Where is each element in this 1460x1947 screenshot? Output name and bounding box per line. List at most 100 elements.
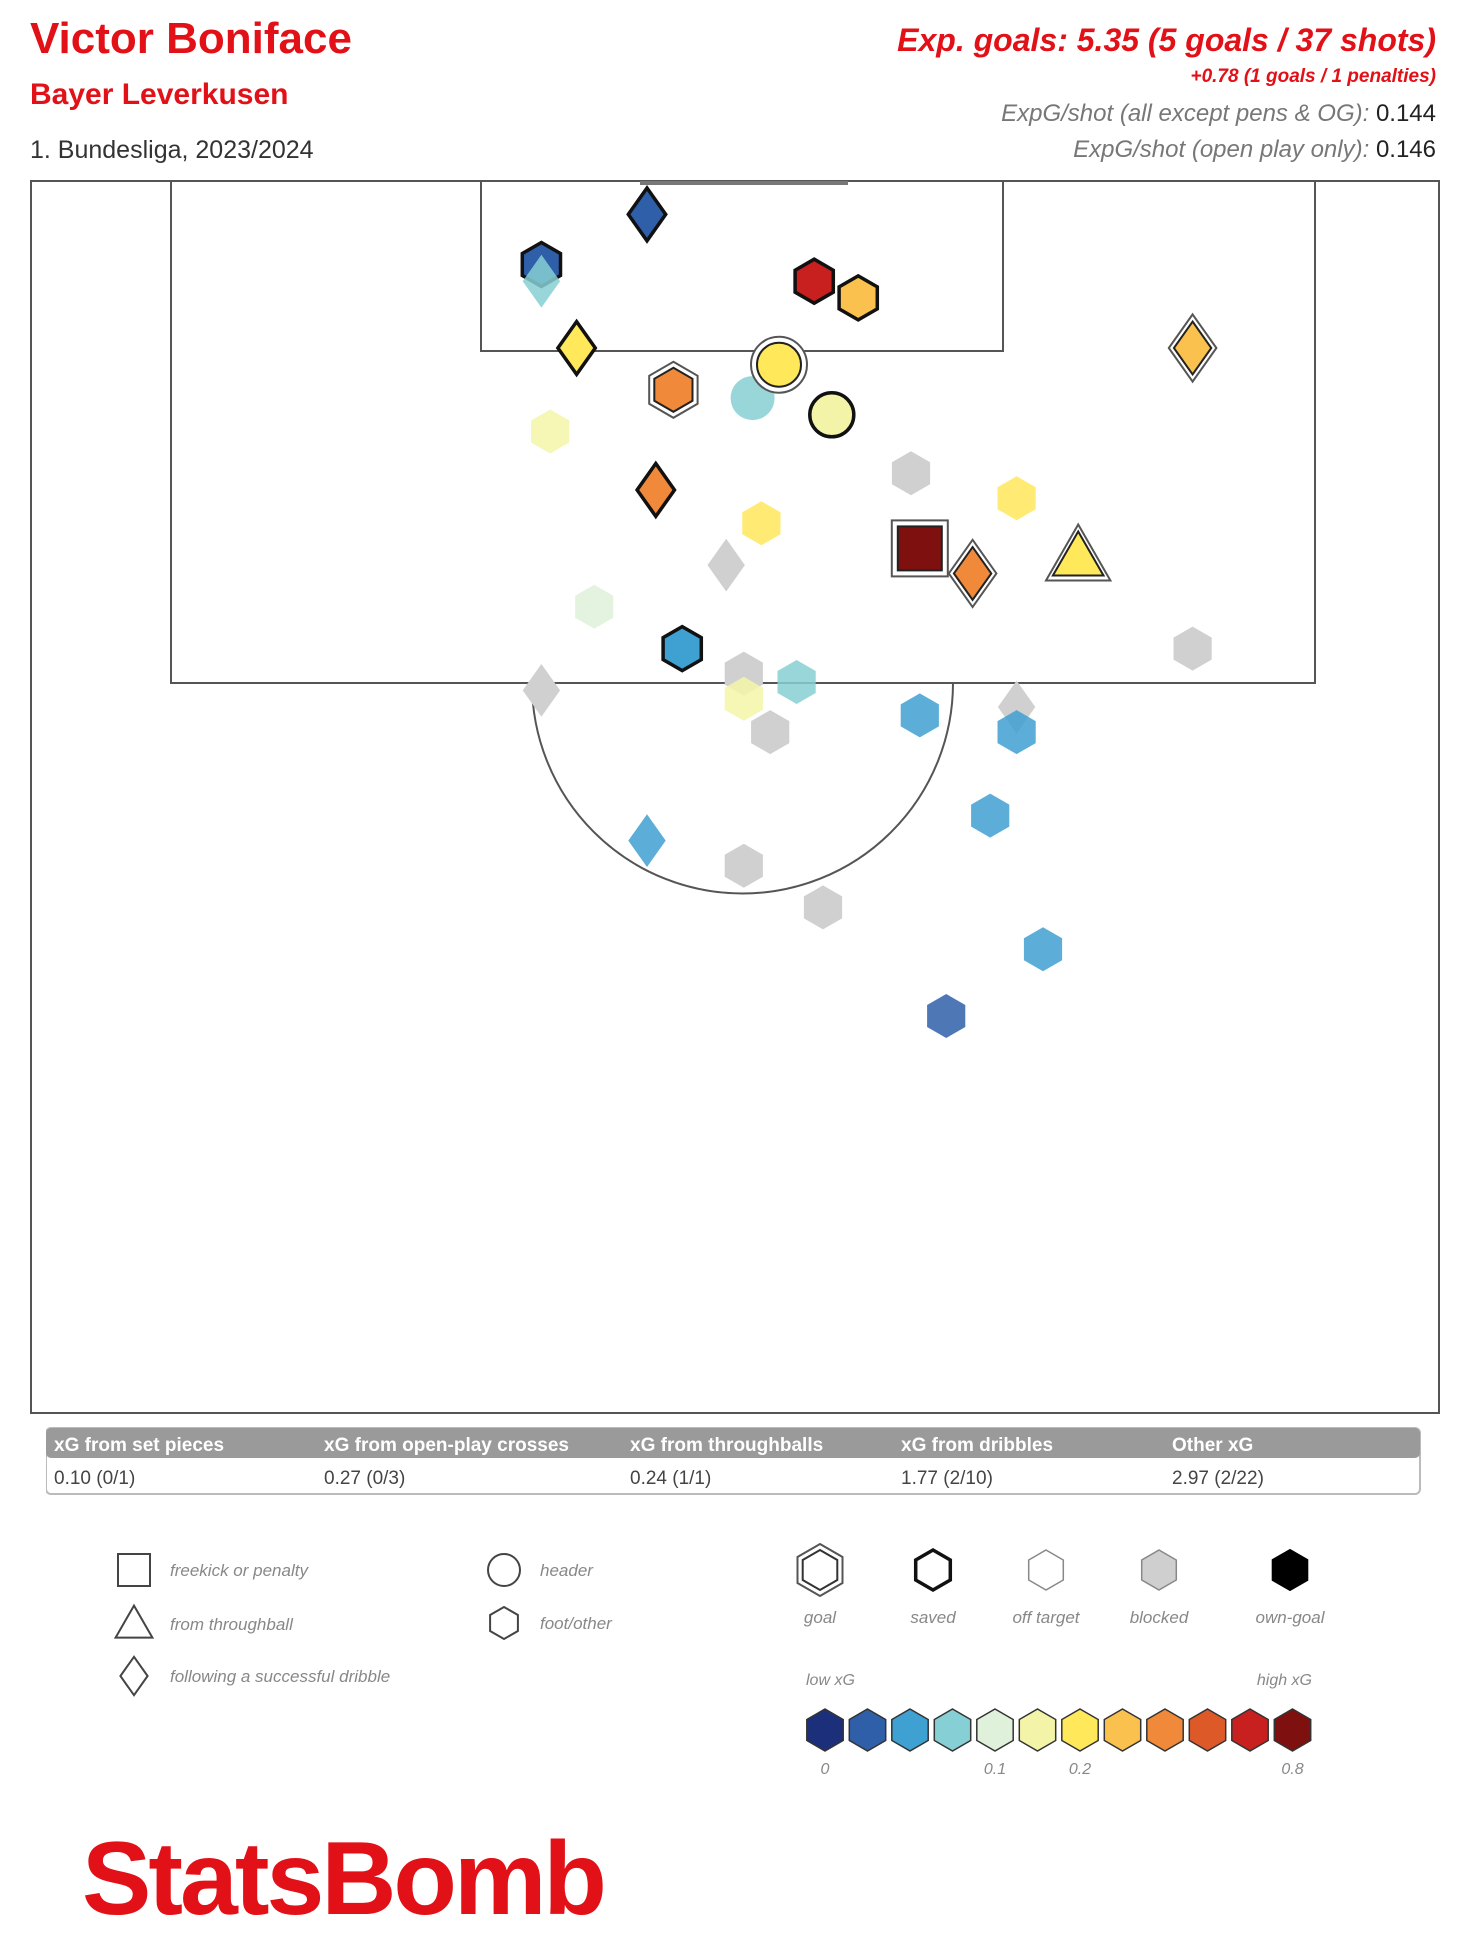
legend-square-icon bbox=[117, 1553, 151, 1587]
penalties-line: +0.78 (1 goals / 1 penalties) bbox=[1190, 66, 1436, 87]
shot-goal bbox=[1051, 529, 1106, 577]
summary-value-4: 2.97 (2/22) bbox=[1172, 1468, 1264, 1489]
shot-off_target bbox=[900, 693, 939, 738]
legend-xg-scale: low xG high xG 0 0.1 0.2 0.8 bbox=[806, 1672, 1312, 1778]
xg-scale-swatch bbox=[976, 1708, 1014, 1752]
legend-shape-label: freekick or penalty bbox=[170, 1561, 309, 1580]
shot-marker bbox=[890, 519, 949, 578]
shot-off_target bbox=[742, 501, 781, 546]
legend-outcome-label: off target bbox=[1012, 1608, 1080, 1627]
shot-marker bbox=[971, 793, 1010, 838]
xg-scale-swatch bbox=[1061, 1708, 1099, 1752]
shot-marker bbox=[531, 409, 570, 454]
legend-outcome-label: blocked bbox=[1130, 1608, 1189, 1627]
penalty-arc bbox=[531, 682, 954, 895]
shot-marker bbox=[628, 814, 666, 868]
xg-scale-tick-label: 0 bbox=[821, 1761, 830, 1778]
shot-off_target bbox=[522, 254, 561, 308]
shot-blocked bbox=[803, 885, 843, 930]
shot-off_target bbox=[1023, 927, 1063, 972]
summary-value-0: 0.10 (0/1) bbox=[54, 1468, 135, 1489]
shot-marker bbox=[555, 318, 598, 378]
legend-hex-icon bbox=[489, 1605, 519, 1641]
shot-marker bbox=[742, 501, 781, 546]
shot-goal bbox=[896, 525, 943, 572]
legend-circle-icon bbox=[487, 1553, 521, 1587]
xg-scale-swatch bbox=[1231, 1708, 1269, 1752]
summary-value-2: 0.24 (1/1) bbox=[630, 1468, 711, 1489]
shot-marker bbox=[803, 885, 843, 930]
xg-scale-swatch bbox=[1018, 1708, 1057, 1752]
xg-scale-low-label: low xG bbox=[806, 1672, 855, 1689]
shot-marker bbox=[793, 257, 836, 306]
xg-scale-swatch bbox=[848, 1708, 887, 1752]
legend-outcome-3-icon bbox=[1140, 1549, 1178, 1591]
shot-marker bbox=[707, 538, 745, 592]
legend-shape-label: following a successful dribble bbox=[170, 1667, 390, 1686]
xg-per-shot-all: ExpG/shot (all except pens & OG): 0.144 bbox=[1001, 100, 1436, 128]
summary-header-2: xG from throughballs bbox=[630, 1435, 823, 1456]
shot-marker bbox=[927, 994, 966, 1038]
shot-marker bbox=[837, 273, 880, 322]
shot-off_target bbox=[971, 793, 1010, 838]
competition-label: 1. Bundesliga, 2023/2024 bbox=[30, 136, 314, 164]
legend-outcome-label: saved bbox=[910, 1608, 956, 1627]
team-name: Bayer Leverkusen bbox=[30, 78, 289, 111]
shot-marker bbox=[522, 663, 561, 717]
shot-off_target bbox=[777, 660, 816, 704]
legend-triangle-icon bbox=[113, 1603, 155, 1639]
shot-goal bbox=[952, 545, 993, 602]
pitch-border bbox=[30, 180, 1440, 1414]
shot-marker bbox=[575, 584, 614, 629]
shot-marker bbox=[1173, 626, 1212, 671]
shot-saved bbox=[661, 624, 704, 673]
shot-marker bbox=[634, 460, 677, 520]
legend-shape-label: foot/other bbox=[540, 1614, 613, 1633]
summary-value-3: 1.77 (2/10) bbox=[901, 1468, 993, 1489]
legend-outcome-label: own-goal bbox=[1256, 1608, 1326, 1627]
shot-saved bbox=[837, 273, 880, 322]
shot-marker bbox=[1167, 312, 1218, 384]
shot-off_target bbox=[724, 676, 763, 721]
legend-outcome-key: goal saved off target blocked own-goal bbox=[796, 1542, 1326, 1627]
shots-layer bbox=[520, 184, 1218, 1038]
legend-outcome-1-icon bbox=[913, 1547, 953, 1593]
xg-scale-tick-label: 0.2 bbox=[1069, 1761, 1091, 1778]
shot-marker bbox=[724, 676, 763, 721]
xg-scale-swatch bbox=[1103, 1708, 1142, 1752]
shot-marker bbox=[947, 538, 998, 609]
legend-shape-label: from throughball bbox=[170, 1615, 294, 1634]
shot-marker bbox=[777, 660, 816, 704]
shot-off_target bbox=[575, 584, 614, 629]
shot-saved bbox=[793, 257, 836, 306]
shot-blocked bbox=[751, 710, 790, 755]
shot-marker bbox=[648, 360, 699, 419]
shot-blocked bbox=[891, 451, 931, 496]
shot-saved bbox=[555, 318, 598, 378]
xg-scale-swatch bbox=[891, 1708, 929, 1752]
shot-marker bbox=[626, 184, 668, 244]
legend-diamond-icon bbox=[119, 1655, 149, 1697]
xg-per-shot-open-play: ExpG/shot (open play only): 0.146 bbox=[1073, 136, 1436, 164]
summary-header-3: xG from dribbles bbox=[901, 1435, 1053, 1456]
shot-marker bbox=[751, 710, 790, 755]
xg-scale-swatch bbox=[1188, 1708, 1227, 1752]
shot-blocked bbox=[707, 538, 745, 592]
shot-off_target bbox=[531, 409, 570, 454]
shot-marker bbox=[750, 335, 808, 394]
xg-headline: Exp. goals: 5.35 (5 goals / 37 shots) bbox=[897, 22, 1436, 58]
shot-marker bbox=[724, 843, 763, 888]
legend-outcome-2-icon bbox=[1027, 1549, 1065, 1591]
shot-marker bbox=[900, 693, 939, 738]
shot-marker bbox=[1023, 927, 1063, 972]
xg-summary-table: xG from set pieces xG from open-play cros… bbox=[46, 1427, 1421, 1495]
legend-outcome-4-icon bbox=[1271, 1548, 1309, 1592]
xg-scale-swatch bbox=[1146, 1708, 1184, 1752]
shot-blocked bbox=[1173, 626, 1212, 671]
legend-outcome-label: goal bbox=[804, 1608, 837, 1627]
player-name: Victor Boniface bbox=[30, 14, 352, 63]
shot-off_target bbox=[997, 710, 1036, 755]
shot-saved bbox=[634, 460, 677, 520]
shot-marker bbox=[522, 254, 561, 308]
shot-goal bbox=[1172, 319, 1213, 377]
